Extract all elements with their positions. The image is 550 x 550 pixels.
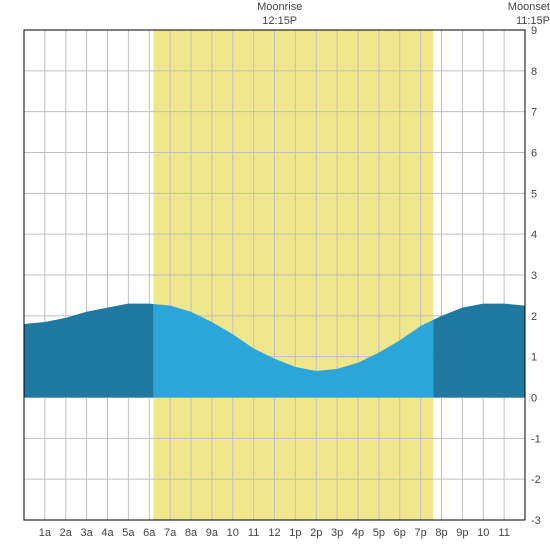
x-tick: 4a [101,527,114,539]
x-tick: 6p [394,527,406,539]
chart-svg: -3-2-101234567891a2a3a4a5a6a7a8a9a101112… [0,0,550,550]
y-tick: 3 [531,270,537,282]
moonrise-label: Moonrise 12:15P [252,0,308,29]
y-tick: 0 [531,393,537,405]
tide-chart: Moonrise 12:15P Moonset 11:15P -3-2-1012… [0,0,550,550]
x-tick: 3a [81,527,94,539]
x-tick: 11 [248,527,259,539]
y-tick: 2 [531,311,537,323]
moonset-label: Moonset 11:15P [508,0,550,29]
x-tick: 9a [206,527,219,539]
x-tick: 7p [415,527,427,539]
x-tick: 3p [331,527,343,539]
y-tick: 7 [531,107,537,119]
y-tick: -1 [531,433,541,445]
y-tick: 4 [531,229,537,241]
tide-night-pm [433,304,525,398]
x-tick: 5p [373,527,385,539]
moonset-time: 11:15P [516,15,550,27]
x-tick: 1p [289,527,301,539]
x-tick: 7a [164,527,177,539]
x-tick: 6a [143,527,156,539]
x-tick: 4p [352,527,364,539]
x-tick: 11 [498,527,509,539]
moonrise-title: Moonrise [257,1,302,13]
x-tick: 12 [268,527,280,539]
moonset-title: Moonset [508,1,550,13]
x-tick: 2p [310,527,322,539]
x-tick: 5a [122,527,135,539]
x-tick: 10 [477,527,489,539]
x-tick: 2a [60,527,73,539]
moonrise-time: 12:15P [262,15,297,27]
x-tick: 9p [456,527,468,539]
y-tick: -2 [531,474,541,486]
y-tick: 5 [531,188,537,200]
y-tick: -3 [531,515,541,527]
y-tick: 1 [531,352,537,364]
y-tick: 6 [531,148,537,160]
tide-night-am [24,304,153,398]
x-tick: 8p [435,527,447,539]
x-tick: 1a [39,527,52,539]
x-tick: 8a [185,527,198,539]
x-tick: 10 [227,527,239,539]
y-tick: 8 [531,66,537,78]
